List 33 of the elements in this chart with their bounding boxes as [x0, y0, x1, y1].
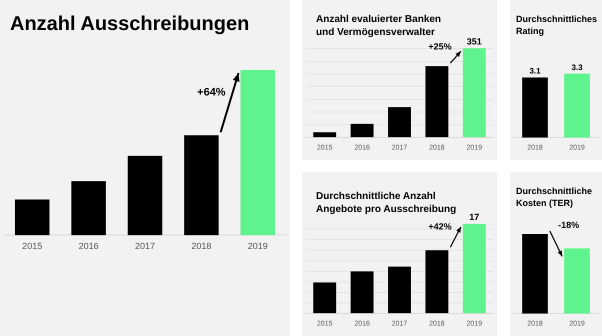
bar — [240, 70, 276, 236]
bar — [128, 156, 162, 236]
x-tick-label: 2019 — [248, 241, 268, 252]
bar — [313, 132, 336, 138]
chart-title: Durchschnittliche Anzahl Angebote pro Ausschreibung — [316, 190, 456, 216]
bar — [462, 48, 486, 138]
bar — [425, 66, 448, 138]
chart-title: Durchschnittliches Rating — [516, 13, 598, 37]
bar — [425, 250, 448, 314]
x-tick-label: 2018 — [191, 241, 212, 252]
x-tick-label: 2017 — [134, 241, 156, 252]
bar — [388, 107, 411, 138]
chart-title: Anzahl evaluierter Banken und Vermögensverwalter — [316, 13, 442, 39]
chart-title: Durchschnittliche Kosten (TER) — [516, 185, 592, 209]
bar — [462, 224, 486, 314]
text: -18% — [558, 220, 580, 230]
bar — [313, 282, 336, 314]
data-label: 3.3 — [571, 62, 584, 72]
bar — [71, 181, 106, 236]
bar — [350, 124, 374, 138]
data-label: 351 — [466, 36, 482, 46]
bar — [388, 266, 411, 314]
data-label: 17 — [469, 212, 480, 222]
annotation: +25% — [428, 42, 452, 52]
data-label: 3.1 — [529, 66, 542, 76]
x-tick-label: 2015 — [22, 241, 42, 252]
bar — [184, 135, 219, 236]
x-tick-label: 2016 — [78, 241, 99, 252]
bar — [14, 200, 50, 236]
annotation: +42% — [428, 222, 452, 232]
bar — [350, 271, 374, 314]
annotation: +64% — [197, 86, 226, 99]
chart-title: Anzahl Ausschreibungen — [10, 12, 250, 36]
